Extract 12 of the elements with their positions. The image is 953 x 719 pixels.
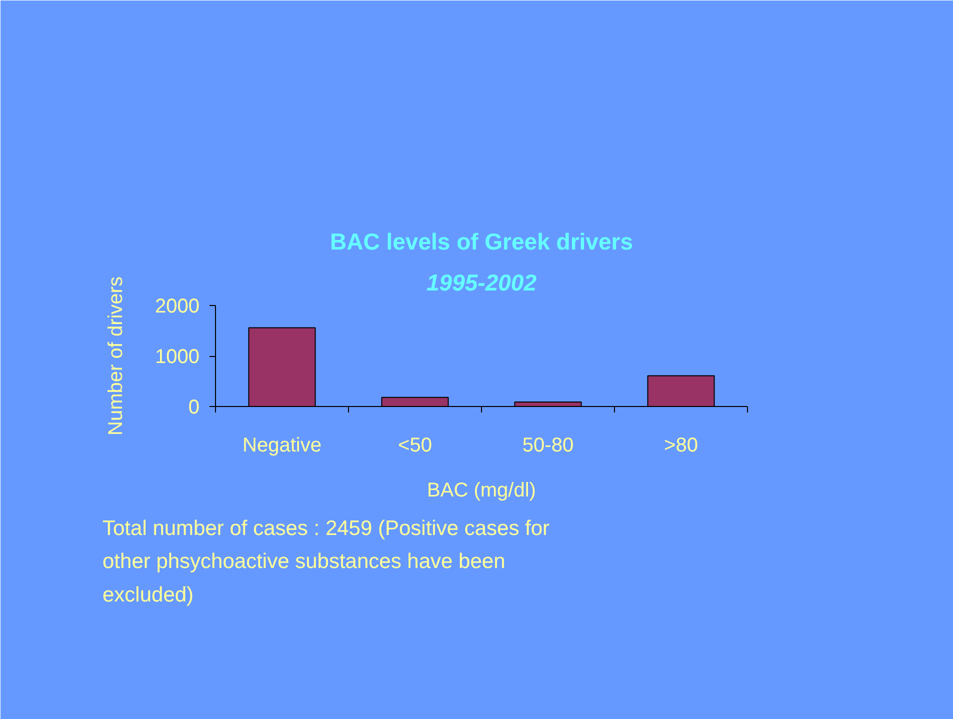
chart-title: BAC levels of Greek drivers [330, 228, 633, 254]
text: Total number of cases : 2459 (Positive cases for other phsychoactive substances have been excluded) [102, 516, 550, 606]
x-tick-label: 50-80 [522, 434, 574, 456]
y-tick-label: 1000 [155, 346, 200, 368]
x-tick-label: >80 [664, 434, 698, 456]
x-tick-label: Negative [242, 434, 322, 456]
x-tick-label: <50 [398, 434, 432, 456]
y-tick-label: 2000 [155, 296, 200, 318]
x-axis-title: BAC (mg/dl) [427, 480, 536, 502]
y-axis-title: Number of drivers [105, 276, 128, 436]
chart-subtitle: 1995-2002 [426, 270, 537, 296]
y-tick-label: 0 [188, 396, 200, 418]
